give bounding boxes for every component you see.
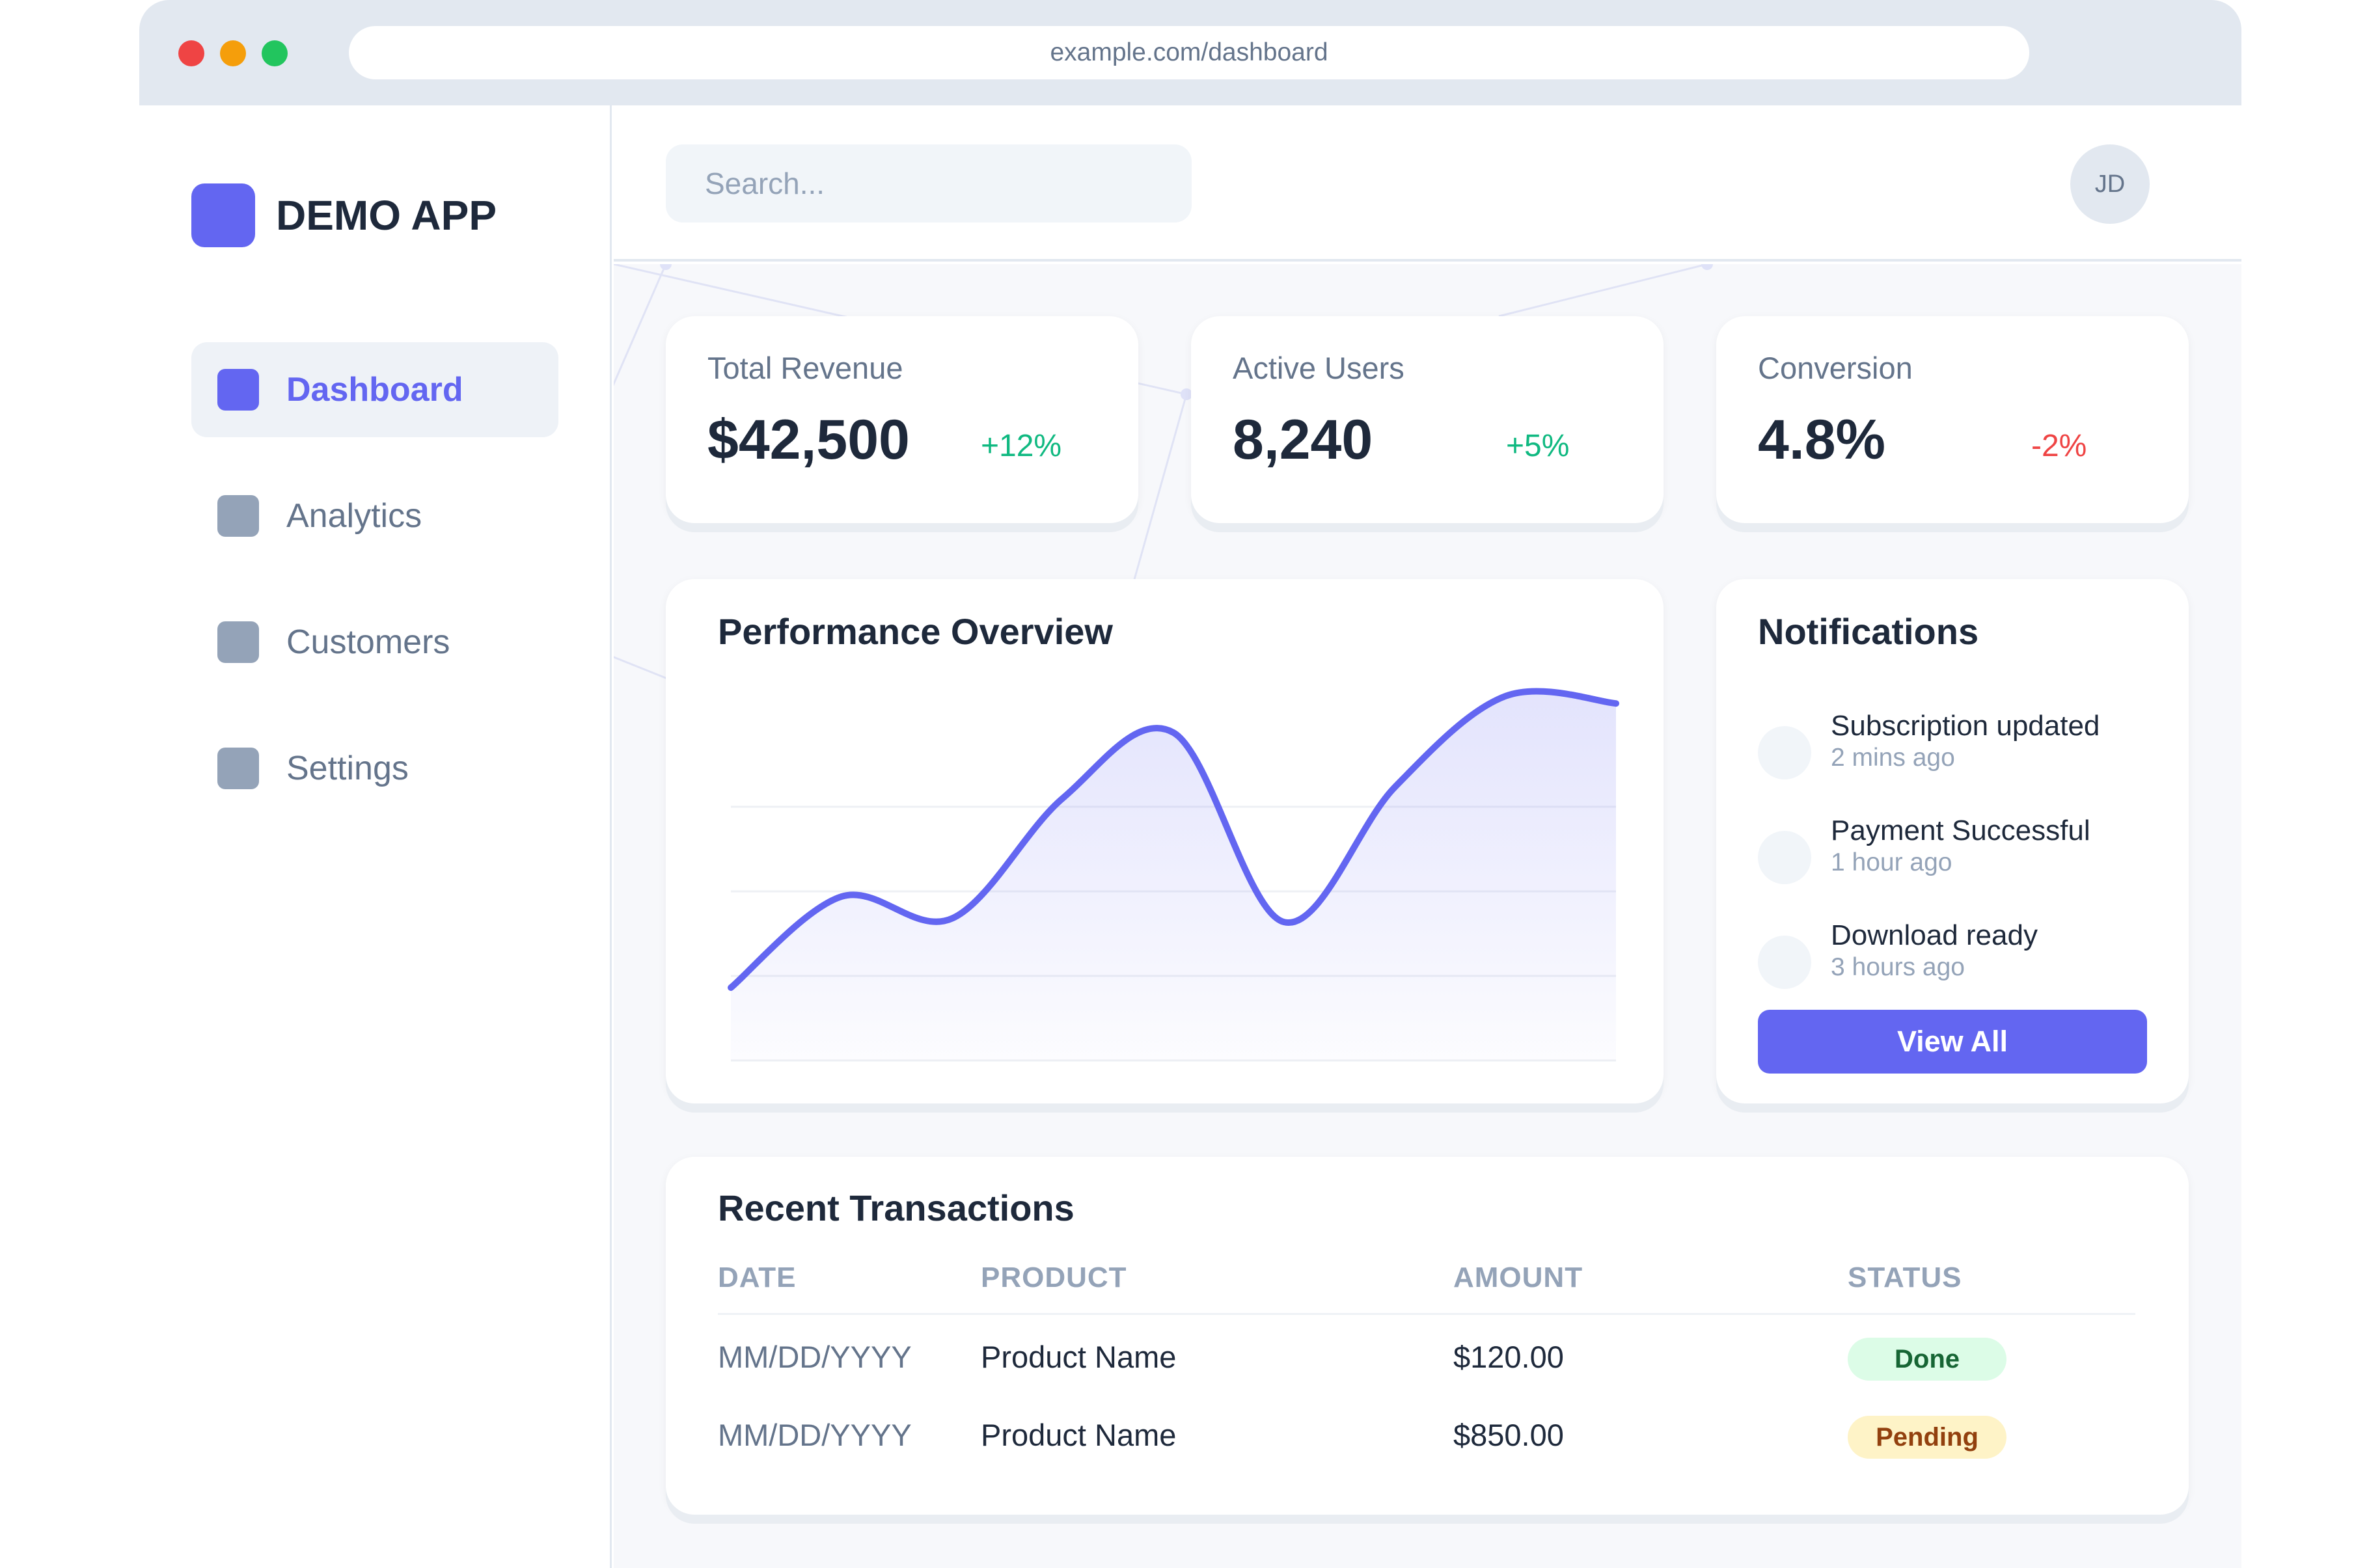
app-logo-icon	[191, 183, 255, 247]
notification-icon	[1758, 936, 1811, 989]
customers-icon	[217, 621, 259, 663]
stat-change: -2%	[2031, 429, 2087, 463]
notification-time: 1 hour ago	[1831, 848, 1952, 876]
column-header-product[interactable]: PRODUCT	[981, 1262, 1127, 1293]
notification-item[interactable]: Payment Successful 1 hour ago	[1758, 814, 2122, 892]
chart-line-series	[728, 688, 1619, 991]
stat-card-active-users: Active Users 8,240 +5%	[1191, 316, 1664, 523]
sidebar-item-dashboard[interactable]: Dashboard	[191, 342, 558, 437]
dashboard-icon	[217, 369, 259, 411]
stat-label: Conversion	[1758, 351, 1913, 385]
sidebar-item-label: Customers	[286, 623, 450, 661]
status-badge: Done	[1848, 1338, 2006, 1381]
cell-amount: $120.00	[1453, 1340, 1564, 1374]
sidebar-item-label: Analytics	[286, 497, 422, 535]
notifications-card: Notifications Subscription updated 2 min…	[1716, 579, 2189, 1103]
top-header: JD	[614, 105, 2241, 262]
notification-time: 3 hours ago	[1831, 953, 1965, 981]
column-header-status[interactable]: STATUS	[1848, 1262, 1962, 1293]
sidebar-item-customers[interactable]: Customers	[191, 595, 558, 690]
browser-chrome: example.com/dashboard	[139, 0, 2241, 105]
stat-card-revenue: Total Revenue $42,500 +12%	[666, 316, 1138, 523]
avatar[interactable]: JD	[2070, 144, 2150, 224]
stat-label: Active Users	[1233, 351, 1404, 385]
browser-window: example.com/dashboard DEMO APP Dashboard…	[139, 0, 2241, 1568]
view-all-button[interactable]: View All	[1758, 1010, 2147, 1074]
sidebar-item-label: Dashboard	[286, 371, 463, 409]
stat-value: 8,240	[1233, 409, 1373, 471]
stat-card-conversion: Conversion 4.8% -2%	[1716, 316, 2189, 523]
stat-change: +5%	[1506, 429, 1570, 463]
column-header-amount[interactable]: AMOUNT	[1453, 1262, 1583, 1293]
status-badge: Pending	[1848, 1416, 2006, 1459]
minimize-window-button[interactable]	[220, 40, 246, 66]
notification-time: 2 mins ago	[1831, 744, 1955, 772]
notification-item[interactable]: Subscription updated 2 mins ago	[1758, 709, 2122, 787]
maximize-window-button[interactable]	[262, 40, 288, 66]
app-name: DEMO APP	[276, 192, 497, 239]
sidebar: DEMO APP Dashboard Analytics Customers S…	[139, 105, 612, 1568]
sidebar-item-settings[interactable]: Settings	[191, 721, 558, 816]
transactions-title: Recent Transactions	[718, 1187, 1075, 1228]
notification-icon	[1758, 831, 1811, 884]
cell-product: Product Name	[981, 1340, 1177, 1374]
cell-amount: $850.00	[1453, 1418, 1564, 1452]
stat-change: +12%	[981, 429, 1062, 463]
performance-title: Performance Overview	[718, 611, 1113, 652]
main-content: Total Revenue $42,500 +12% Active Users …	[614, 264, 2241, 1568]
cell-date: MM/DD/YYYY	[718, 1418, 912, 1452]
notification-item[interactable]: Download ready 3 hours ago	[1758, 919, 2122, 997]
close-window-button[interactable]	[178, 40, 204, 66]
notifications-title: Notifications	[1758, 611, 1979, 652]
performance-chart	[728, 688, 1619, 1062]
cell-product: Product Name	[981, 1418, 1177, 1452]
settings-icon	[217, 748, 259, 789]
cell-date: MM/DD/YYYY	[718, 1340, 912, 1374]
notification-title: Download ready	[1831, 919, 2038, 951]
table-header-divider	[718, 1313, 2135, 1315]
notification-icon	[1758, 726, 1811, 779]
analytics-icon	[217, 495, 259, 537]
notification-title: Subscription updated	[1831, 710, 2100, 742]
search-input[interactable]	[666, 144, 1192, 223]
stat-label: Total Revenue	[707, 351, 903, 385]
transactions-card: Recent Transactions DATE PRODUCT AMOUNT …	[666, 1157, 2189, 1515]
sidebar-item-analytics[interactable]: Analytics	[191, 468, 558, 563]
stat-value: $42,500	[707, 409, 910, 471]
stat-value: 4.8%	[1758, 409, 1886, 471]
notification-title: Payment Successful	[1831, 815, 2090, 846]
sidebar-item-label: Settings	[286, 750, 409, 787]
performance-card: Performance Overview	[666, 579, 1664, 1103]
column-header-date[interactable]: DATE	[718, 1262, 797, 1293]
address-bar[interactable]: example.com/dashboard	[349, 26, 2029, 79]
chart-area	[731, 691, 1616, 1061]
